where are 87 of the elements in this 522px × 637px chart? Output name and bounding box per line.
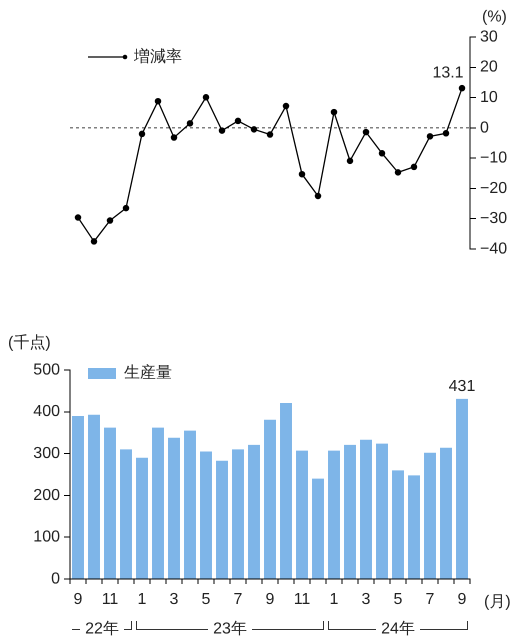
bar	[136, 458, 148, 578]
point	[378, 150, 386, 157]
y-tick-label: 300	[33, 445, 60, 462]
bar	[120, 449, 132, 578]
y-tick-label: −10	[480, 150, 508, 167]
text: 22年	[85, 620, 119, 637]
y-tick-label: −40	[480, 240, 508, 258]
bar	[376, 444, 388, 578]
text: 24年	[381, 620, 415, 637]
bar	[264, 420, 276, 578]
data-label: 431	[448, 378, 476, 396]
x-tick-label: 11	[102, 591, 118, 608]
bar	[104, 428, 116, 578]
y-tick-label: 200	[33, 486, 60, 504]
point	[458, 84, 466, 92]
y-tick-label: 400	[33, 403, 60, 420]
x-tick-label: 3	[362, 591, 371, 608]
point	[442, 130, 450, 137]
y-tick-label: −20	[480, 180, 508, 197]
bar	[72, 416, 84, 578]
point	[362, 128, 370, 136]
point	[314, 192, 322, 200]
bar	[200, 452, 212, 578]
bar	[312, 478, 324, 578]
point	[346, 158, 354, 164]
y-tick-label: 30	[480, 28, 498, 46]
bar	[456, 398, 468, 578]
y-tick-label: 500	[33, 361, 60, 378]
bar	[296, 450, 308, 578]
x-tick-label: 1	[330, 591, 339, 608]
text: (月)	[484, 593, 511, 610]
point	[74, 214, 82, 221]
x-tick-label: 1	[138, 591, 147, 608]
legend-label: 生産量	[124, 363, 172, 382]
point	[122, 204, 130, 212]
x-tick-label: 9	[74, 591, 83, 608]
y-axis-title: (%)	[482, 8, 507, 26]
point	[90, 238, 98, 245]
bar	[216, 460, 228, 578]
y-tick-label: 100	[33, 528, 60, 546]
x-tick-label: 9	[266, 591, 275, 608]
y-tick-label: 0	[480, 119, 489, 136]
point	[426, 133, 434, 140]
point	[298, 170, 306, 178]
x-tick-label: 9	[458, 591, 467, 608]
bar	[392, 470, 404, 578]
bar	[328, 450, 340, 578]
point	[138, 130, 146, 138]
x-tick-label: 11	[294, 591, 310, 608]
bar	[88, 414, 100, 578]
bar	[248, 444, 260, 578]
bar	[168, 438, 180, 578]
point	[250, 126, 258, 133]
point	[234, 118, 242, 124]
point	[186, 120, 194, 127]
point	[170, 134, 178, 141]
y-tick-label: 10	[480, 88, 498, 106]
bar	[360, 440, 372, 578]
bar	[184, 430, 196, 578]
point	[394, 169, 402, 176]
point	[106, 217, 114, 224]
bar	[344, 444, 356, 578]
bar	[232, 449, 244, 578]
point	[202, 94, 210, 101]
y-axis-title: (千点)	[8, 333, 51, 352]
bar	[280, 403, 292, 578]
y-tick-label: −30	[480, 210, 508, 228]
point	[282, 102, 290, 110]
bar	[152, 428, 164, 578]
point	[266, 131, 274, 138]
point	[330, 108, 338, 116]
text: 23年	[213, 620, 247, 637]
point	[218, 127, 226, 134]
legend-label: 増減率	[133, 47, 182, 66]
x-tick-label: 7	[426, 591, 435, 608]
point	[154, 98, 162, 104]
y-tick-label: 20	[480, 58, 498, 76]
y-tick-label: 0	[51, 570, 60, 588]
data-label: 13.1	[432, 64, 464, 82]
bar	[408, 475, 420, 578]
point	[410, 164, 418, 170]
x-tick-label: 5	[202, 591, 211, 608]
x-tick-label: 3	[170, 591, 179, 608]
x-tick-label: 7	[234, 591, 243, 608]
bar	[440, 448, 452, 578]
bar	[424, 452, 436, 578]
x-tick-label: 5	[394, 591, 403, 608]
